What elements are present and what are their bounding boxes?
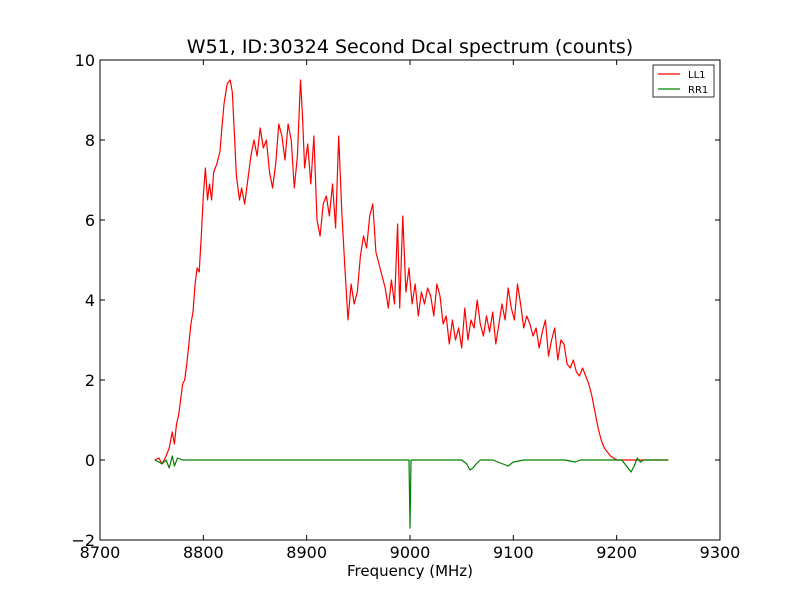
- ticks-layer: 8700 8800 8900 9000 9100 9200 9300 −2 0 2 4 6 8 10: [71, 51, 740, 562]
- x-tick-label: 9300: [700, 543, 741, 562]
- legend: LL1 RR1: [652, 64, 715, 98]
- y-tick-label: 0: [85, 451, 95, 470]
- legend-box: [652, 64, 715, 98]
- plot-area: [99, 59, 721, 541]
- series-layer: [154, 79, 669, 529]
- x-axis-label: Frequency (MHz): [347, 562, 473, 580]
- x-tick-label: 8900: [286, 543, 327, 562]
- x-tick-label: 9100: [493, 543, 534, 562]
- x-tick-label: 8800: [183, 543, 224, 562]
- series-line-rr1: [154, 455, 669, 529]
- legend-label-ll1: LL1: [688, 70, 706, 81]
- legend-label-rr1: RR1: [688, 85, 708, 96]
- y-tick-label: 2: [85, 371, 95, 390]
- y-tick-label: 8: [85, 131, 95, 150]
- chart-title: W51, ID:30324 Second Dcal spectrum (coun…: [187, 36, 633, 58]
- y-tick-label: 10: [75, 51, 95, 70]
- x-tick-label: 9000: [390, 543, 431, 562]
- y-tick-label: 4: [85, 291, 95, 310]
- y-tick-label: −2: [71, 531, 95, 550]
- x-tick-label: 9200: [596, 543, 637, 562]
- series-line-ll1: [154, 79, 669, 465]
- y-tick-label: 6: [85, 211, 95, 230]
- x-tick-label: 8700: [80, 543, 121, 562]
